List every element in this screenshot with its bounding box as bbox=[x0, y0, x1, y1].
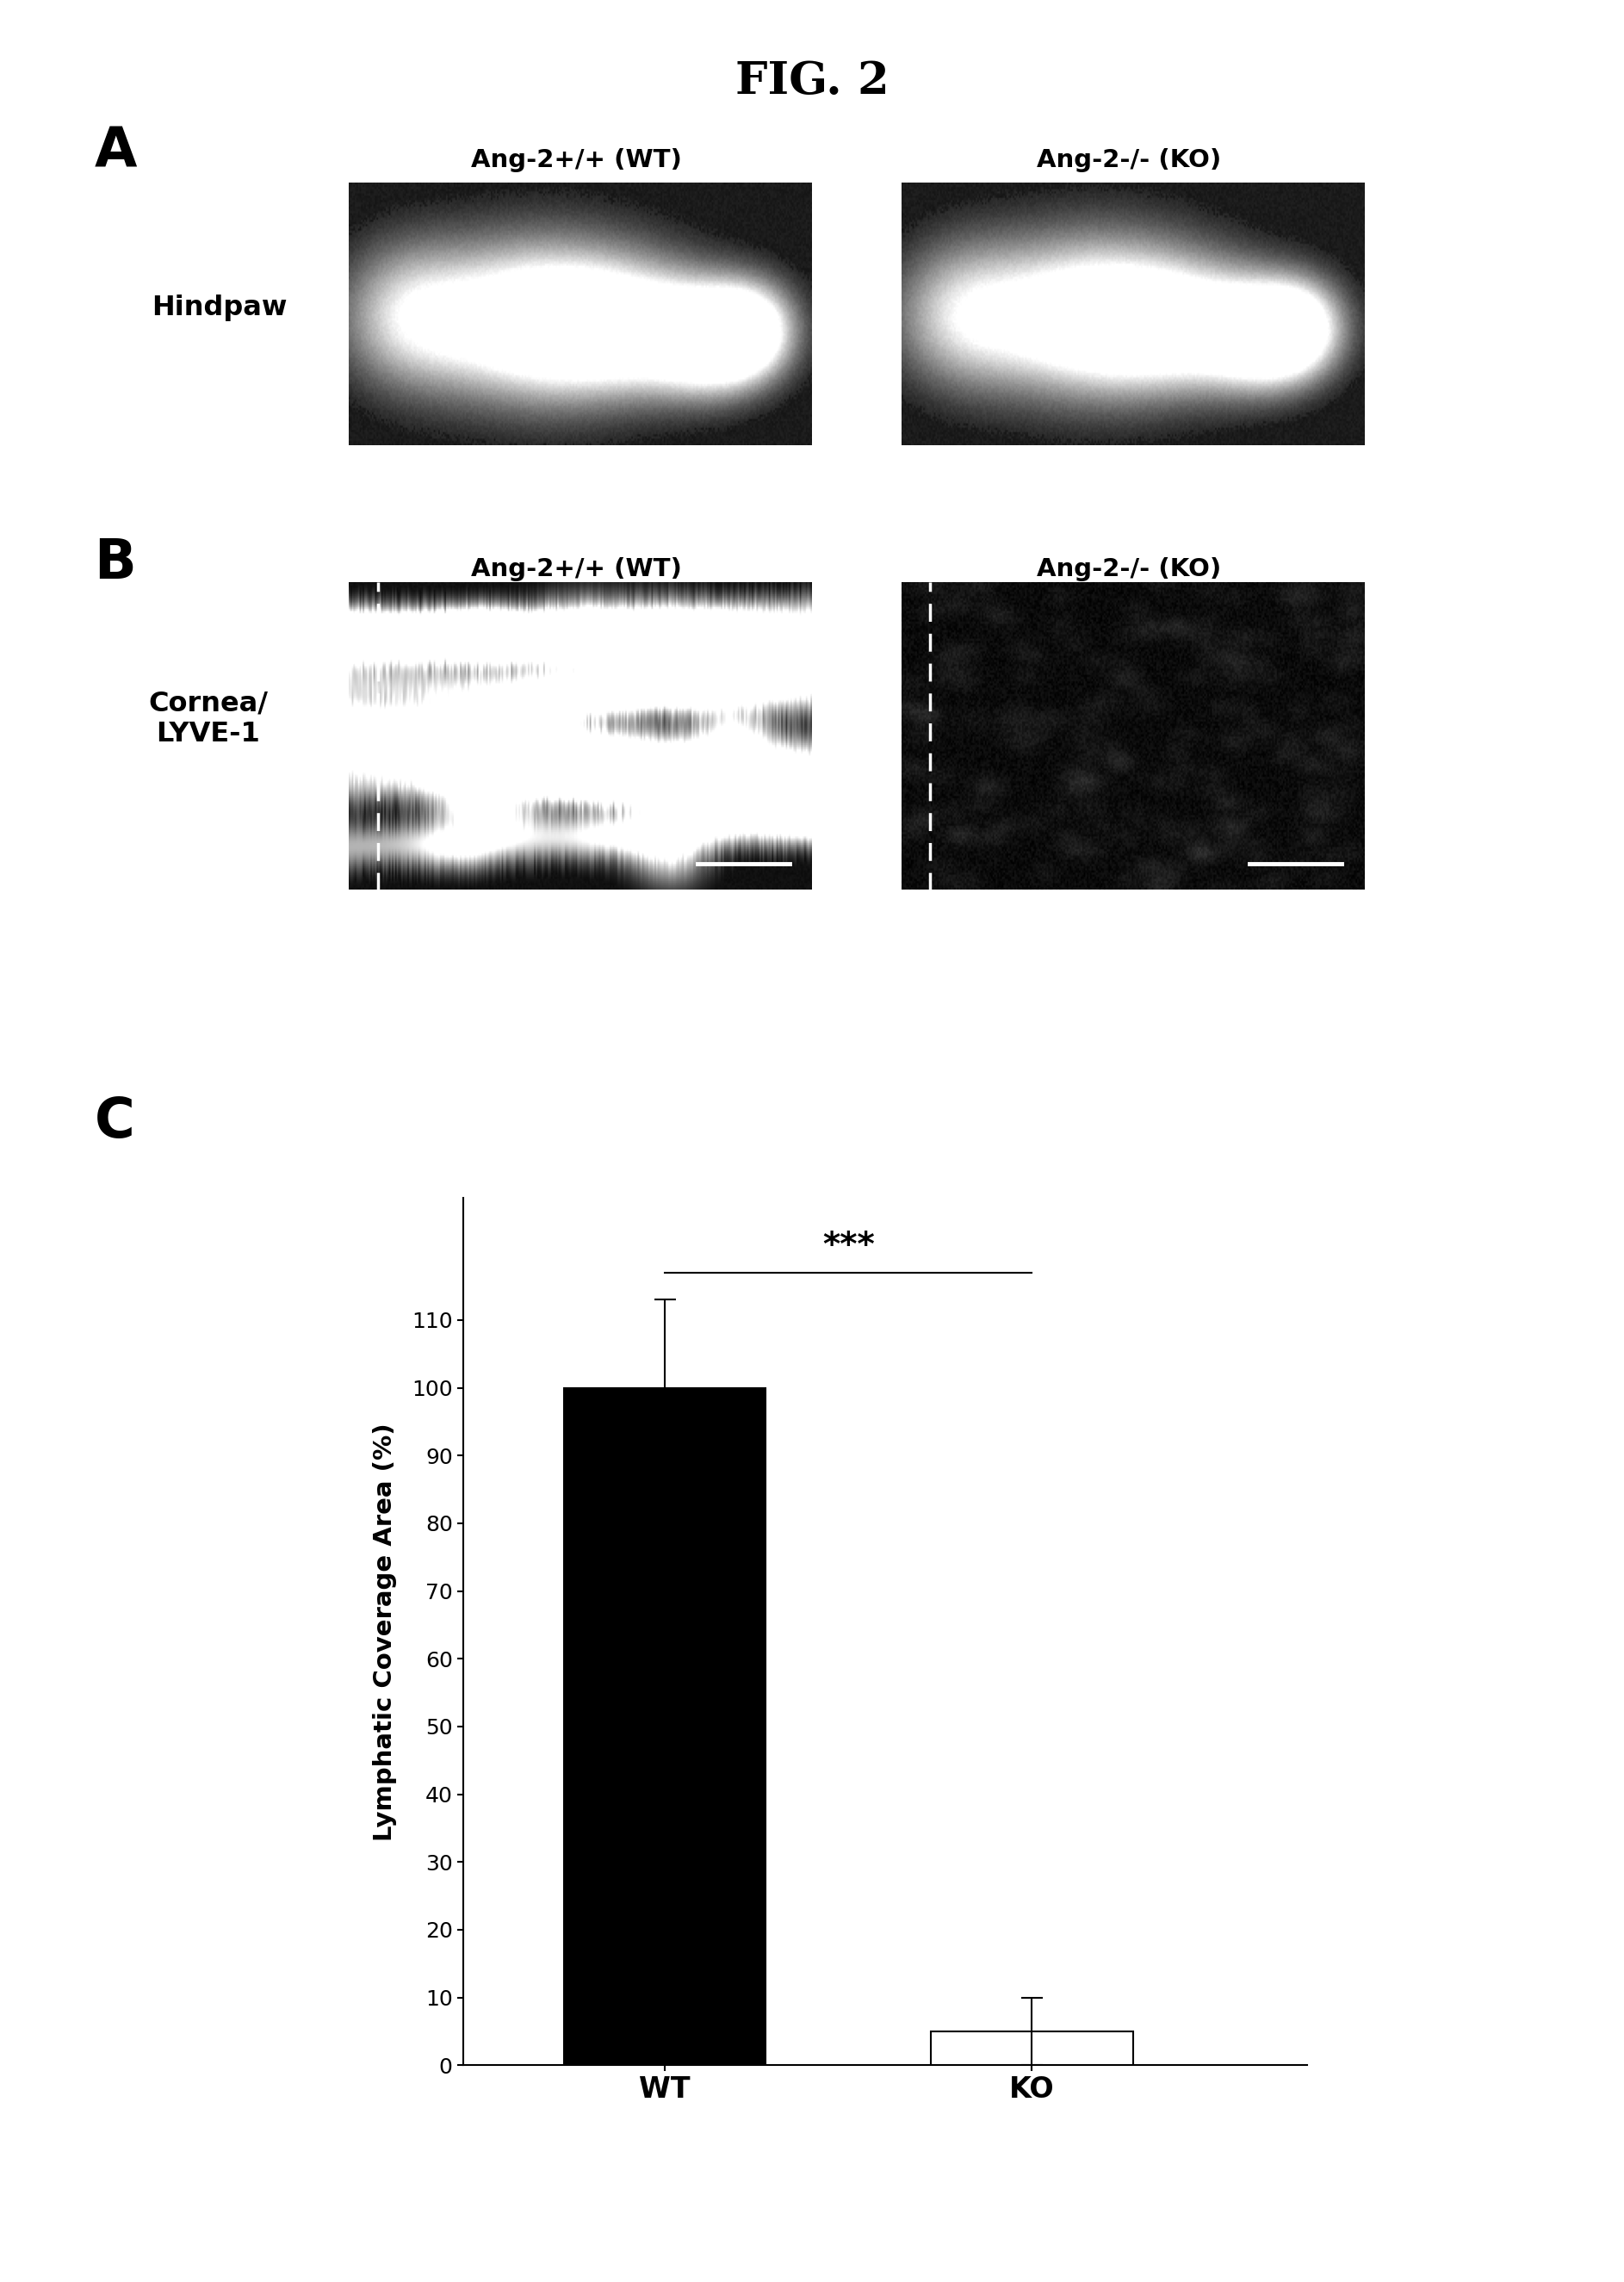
Text: Ang-2-/- (KO): Ang-2-/- (KO) bbox=[1036, 557, 1221, 582]
Text: B: B bbox=[94, 536, 136, 589]
Bar bbox=[564, 1387, 767, 2065]
Text: A: A bbox=[94, 126, 136, 178]
Text: C: C bbox=[94, 1095, 135, 1148]
Text: Cornea/
LYVE-1: Cornea/ LYVE-1 bbox=[148, 689, 268, 748]
Bar bbox=[931, 2031, 1134, 2065]
Y-axis label: Lymphatic Coverage Area (%): Lymphatic Coverage Area (%) bbox=[374, 1422, 398, 1842]
Text: Hindpaw: Hindpaw bbox=[151, 294, 287, 322]
Text: ***: *** bbox=[822, 1230, 874, 1262]
Text: Ang-2+/+ (WT): Ang-2+/+ (WT) bbox=[471, 557, 682, 582]
Text: Ang-2-/- (KO): Ang-2-/- (KO) bbox=[1036, 148, 1221, 173]
Text: Ang-2+/+ (WT): Ang-2+/+ (WT) bbox=[471, 148, 682, 173]
Text: FIG. 2: FIG. 2 bbox=[736, 59, 888, 103]
